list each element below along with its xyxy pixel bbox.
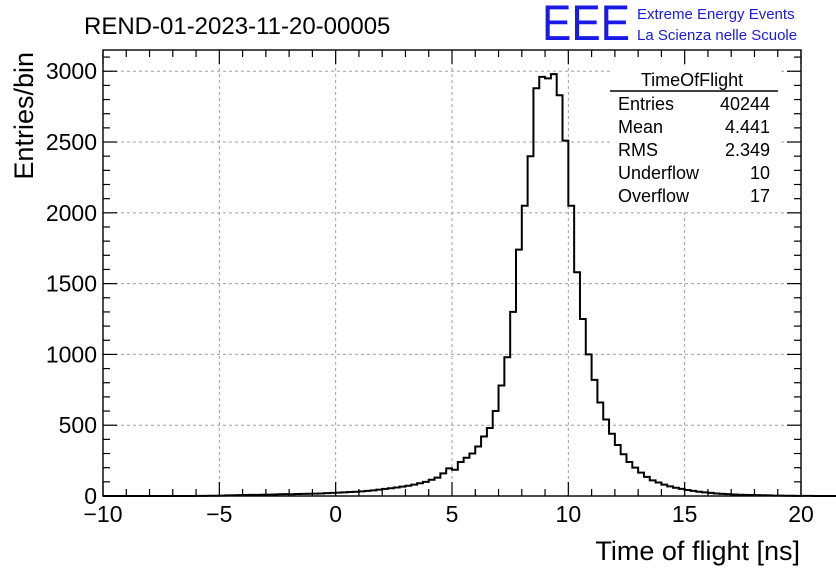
stats-row-label: Overflow — [618, 186, 690, 206]
y-tick-labels: 0 500 1000 1500 2000 2500 3000 — [46, 58, 97, 509]
logo-line2: La Scienza nelle Scuole — [637, 27, 797, 44]
stats-row-value: 40244 — [720, 94, 770, 114]
x-tick-label: 20 — [788, 501, 814, 527]
x-tick-label: −10 — [83, 501, 122, 527]
stats-row-value: 4.441 — [725, 117, 770, 137]
x-tick-label: 10 — [556, 501, 582, 527]
y-tick-label: 0 — [84, 483, 97, 509]
x-tick-label: 15 — [672, 501, 698, 527]
eee-logo: EEE Extreme Energy Events La Scienza nel… — [542, 0, 797, 51]
y-tick-label: 3000 — [46, 58, 97, 84]
stats-box-title: TimeOfFlight — [641, 70, 743, 90]
x-tick-label: 0 — [329, 501, 342, 527]
y-tick-label: 2000 — [46, 200, 97, 226]
stats-row-value: 2.349 — [725, 140, 770, 160]
stats-row-label: Mean — [618, 117, 663, 137]
stats-row-value: 10 — [750, 163, 770, 183]
y-tick-label: 500 — [59, 412, 97, 438]
logo-line1: Extreme Energy Events — [637, 6, 795, 23]
logo-mark: EEE — [542, 0, 630, 51]
y-tick-label: 1000 — [46, 341, 97, 367]
x-axis-title: Time of flight [ns] — [595, 536, 800, 566]
stats-row-value: 17 — [750, 186, 770, 206]
x-tick-label: −5 — [206, 501, 232, 527]
x-tick-labels: −10 −5 0 5 10 15 20 — [83, 501, 813, 527]
x-tick-label: 5 — [446, 501, 459, 527]
y-axis-title: Entries/bin — [9, 52, 39, 180]
y-tick-label: 1500 — [46, 271, 97, 297]
axis-ticks — [102, 50, 802, 497]
chart-title: REND-01-2023-11-20-00005 — [84, 13, 390, 40]
grid-lines — [103, 50, 801, 496]
stats-row-label: RMS — [618, 140, 658, 160]
stats-row-label: Entries — [618, 94, 674, 114]
stats-box: TimeOfFlight Entries 40244 Mean 4.441 RMS 2.3… — [610, 66, 778, 212]
stats-box-rows: Entries 40244 Mean 4.441 RMS 2.349 Underflow 10… — [618, 94, 770, 206]
y-tick-label: 2500 — [46, 129, 97, 155]
stats-row-label: Underflow — [618, 163, 700, 183]
